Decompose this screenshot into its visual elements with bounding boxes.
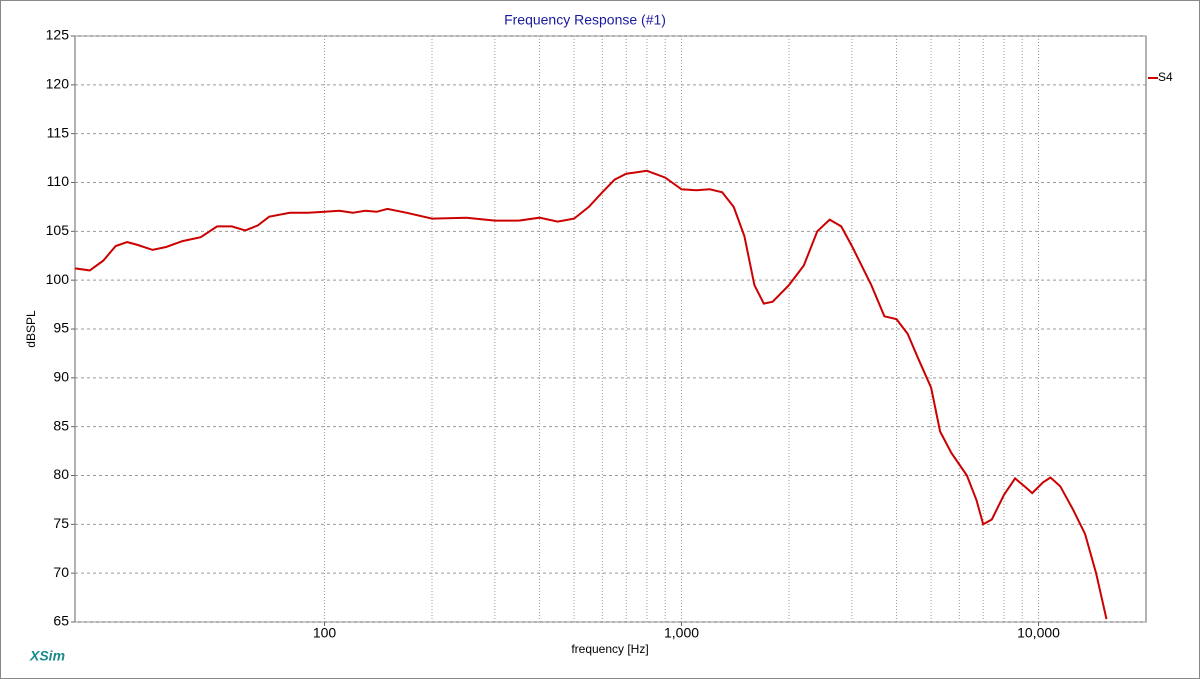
watermark: XSim [29,648,65,664]
y-tick-label: 120 [46,76,70,92]
y-tick-label: 75 [53,515,69,531]
y-tick-label: 115 [47,124,70,140]
y-tick-label: 80 [53,466,69,482]
y-tick-label: 125 [46,27,70,43]
x-tick-label: 100 [313,625,337,641]
y-axis-label: dBSPL [24,310,38,348]
x-tick-label: 1,000 [664,625,699,641]
x-axis-label: frequency [Hz] [571,642,648,656]
x-tick-label: 10,000 [1017,625,1060,641]
legend-label: S4 [1158,70,1173,84]
y-tick-label: 70 [53,564,69,580]
y-tick-label: 105 [46,222,70,238]
y-tick-label: 65 [53,613,69,629]
y-tick-label: 85 [53,417,69,433]
y-tick-label: 100 [46,271,70,287]
series-line [74,169,1108,620]
y-tick-label: 90 [53,369,69,385]
y-tick-label: 110 [47,173,70,189]
chart-title: Frequency Response (#1) [504,12,666,28]
y-tick-label: 95 [53,320,69,336]
